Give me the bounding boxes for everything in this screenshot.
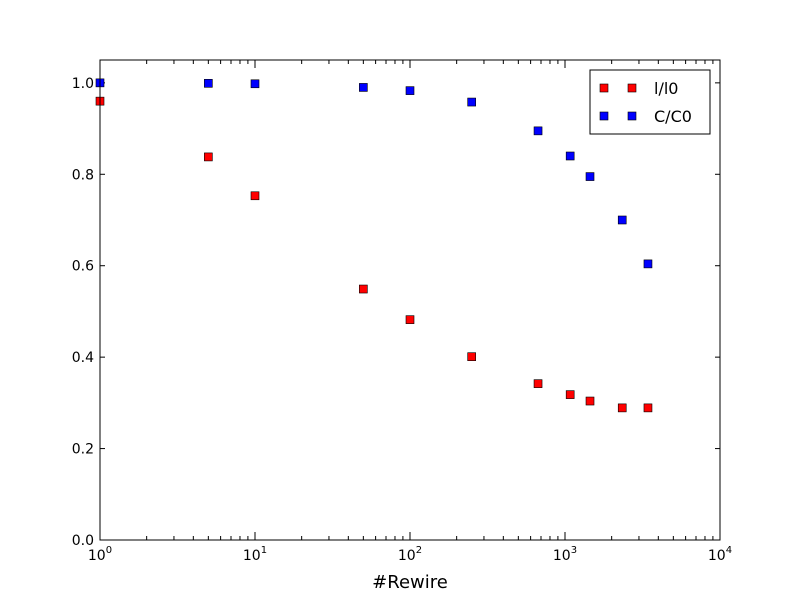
legend-label: C/C0 xyxy=(654,107,692,126)
x-tick-label: 103 xyxy=(553,545,577,564)
data-point-series-1 xyxy=(405,315,415,324)
data-points xyxy=(95,78,653,413)
y-tick-label: 0.4 xyxy=(72,350,94,366)
data-point-series-1 xyxy=(585,396,595,406)
y-tick-label: 0.0 xyxy=(72,533,94,549)
data-point-series-1 xyxy=(250,191,260,201)
data-point-series-1 xyxy=(565,390,575,399)
x-tick-label: 100 xyxy=(88,545,112,564)
data-point-series-1 xyxy=(533,379,543,388)
y-tick-label: 0.6 xyxy=(72,259,94,275)
legend-label: l/l0 xyxy=(654,79,678,98)
data-point-series-2 xyxy=(204,79,213,88)
x-axis-label: #Rewire xyxy=(372,572,448,593)
legend-marker xyxy=(599,111,609,121)
legend-marker xyxy=(599,83,609,93)
data-point-series-1 xyxy=(204,152,213,162)
legend-marker xyxy=(627,111,637,121)
plot-frame xyxy=(99,59,721,541)
data-point-series-2 xyxy=(585,172,595,181)
data-point-series-2 xyxy=(617,215,627,225)
data-point-series-2 xyxy=(405,86,415,95)
data-point-series-1 xyxy=(643,403,653,413)
legend-marker xyxy=(627,83,637,93)
tick-labels: 0.0 0.2 0.4 0.6 0.8 1.0 100 101 102 103 104 xyxy=(72,76,732,564)
data-point-series-2 xyxy=(467,97,476,107)
data-point-series-2 xyxy=(565,151,575,161)
data-point-series-2 xyxy=(359,83,368,92)
y-tick-label: 0.2 xyxy=(72,442,94,458)
x-tick-label: 104 xyxy=(708,545,732,564)
data-point-series-2 xyxy=(533,126,543,136)
data-point-series-2 xyxy=(250,79,260,89)
data-point-series-1 xyxy=(617,403,627,413)
x-tick-label: 101 xyxy=(243,545,267,564)
y-tick-label: 0.8 xyxy=(72,167,94,183)
legend-box xyxy=(589,69,711,135)
data-point-series-1 xyxy=(359,284,368,294)
data-point-series-1 xyxy=(467,352,476,361)
legend: l/l0 C/C0 xyxy=(589,69,711,135)
x-tick-label: 102 xyxy=(398,545,422,564)
data-point-series-2 xyxy=(643,259,653,269)
y-tick-label: 1.0 xyxy=(72,76,94,92)
